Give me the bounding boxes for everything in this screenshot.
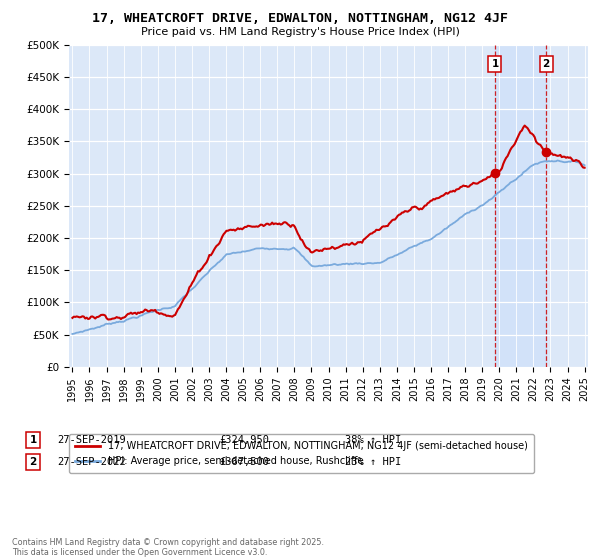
Text: 2: 2 [29, 457, 37, 467]
Text: £367,500: £367,500 [219, 457, 269, 467]
Text: 23% ↑ HPI: 23% ↑ HPI [345, 457, 401, 467]
Text: 2: 2 [542, 59, 550, 69]
Text: £324,950: £324,950 [219, 435, 269, 445]
Text: Price paid vs. HM Land Registry's House Price Index (HPI): Price paid vs. HM Land Registry's House … [140, 27, 460, 37]
Text: 27-SEP-2022: 27-SEP-2022 [57, 457, 126, 467]
Text: Contains HM Land Registry data © Crown copyright and database right 2025.
This d: Contains HM Land Registry data © Crown c… [12, 538, 324, 557]
Text: 1: 1 [491, 59, 499, 69]
Text: 1: 1 [29, 435, 37, 445]
Bar [495, 45, 546, 367]
Text: 38% ↑ HPI: 38% ↑ HPI [345, 435, 401, 445]
Legend: 17, WHEATCROFT DRIVE, EDWALTON, NOTTINGHAM, NG12 4JF (semi-detached house), HPI:: 17, WHEATCROFT DRIVE, EDWALTON, NOTTINGH… [68, 435, 534, 473]
Text: 17, WHEATCROFT DRIVE, EDWALTON, NOTTINGHAM, NG12 4JF: 17, WHEATCROFT DRIVE, EDWALTON, NOTTINGH… [92, 12, 508, 25]
Text: 27-SEP-2019: 27-SEP-2019 [57, 435, 126, 445]
